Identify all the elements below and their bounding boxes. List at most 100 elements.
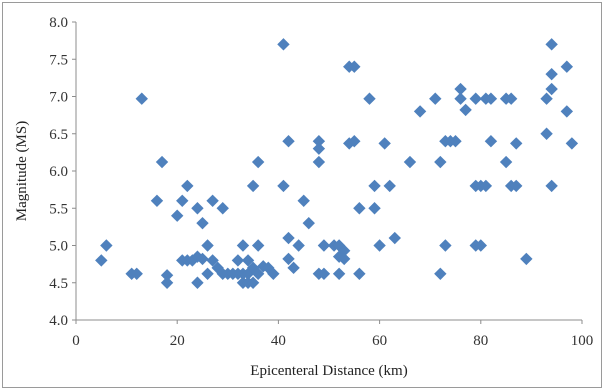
x-axis-label: Epicenteral Distance (km) xyxy=(250,363,407,379)
x-tick-label: 0 xyxy=(72,333,80,349)
data-point xyxy=(251,155,265,169)
data-point xyxy=(378,137,391,150)
y-tick-label: 7.5 xyxy=(49,52,68,68)
data-point xyxy=(282,252,295,266)
data-point xyxy=(277,38,290,51)
data-point xyxy=(368,202,381,215)
data-point xyxy=(236,239,250,252)
data-point xyxy=(191,202,204,215)
data-point xyxy=(246,276,260,289)
data-point xyxy=(297,194,310,207)
data-point xyxy=(206,254,219,267)
data-point xyxy=(191,276,204,289)
chart-frame xyxy=(2,2,602,388)
data-point xyxy=(246,179,260,193)
data-point xyxy=(292,239,305,252)
y-tick-label: 4.5 xyxy=(49,276,68,292)
x-tick-label: 40 xyxy=(271,333,286,349)
data-point xyxy=(312,142,326,155)
data-point xyxy=(413,105,427,118)
data-point xyxy=(499,155,513,169)
data-point xyxy=(388,231,401,245)
data-point xyxy=(216,202,229,215)
data-point xyxy=(368,179,381,193)
data-point xyxy=(312,155,326,169)
data-point xyxy=(267,267,280,281)
data-point xyxy=(160,276,174,289)
data-point xyxy=(332,267,346,281)
data-point xyxy=(353,202,366,215)
x-tick-label: 60 xyxy=(372,333,387,349)
data-point xyxy=(545,82,558,96)
data-point xyxy=(353,267,366,281)
data-point xyxy=(312,135,326,148)
data-point xyxy=(474,239,487,252)
data-point xyxy=(201,267,214,281)
data-point xyxy=(540,92,553,105)
y-tick-label: 6.5 xyxy=(49,127,68,143)
data-point xyxy=(337,252,351,266)
data-point xyxy=(155,155,169,169)
y-axis-label: Magnitude (MS) xyxy=(14,121,30,221)
data-point xyxy=(479,179,493,193)
data-point xyxy=(565,137,579,150)
data-point xyxy=(277,179,290,193)
data-point xyxy=(348,135,361,148)
data-point xyxy=(251,239,265,252)
data-point xyxy=(560,60,574,73)
data-point xyxy=(171,209,184,222)
data-point xyxy=(434,267,447,281)
tick-labels: 4.0 4.5 5.0 5.5 6.0 6.5 7.0 7.5 8.0 0 20 40 60 80 100 xyxy=(49,15,593,349)
data-point xyxy=(282,231,295,245)
data-point xyxy=(206,194,219,207)
data-point xyxy=(181,179,194,193)
data-point xyxy=(545,179,558,193)
data-point xyxy=(484,135,498,148)
data-point xyxy=(434,155,447,169)
data-point xyxy=(383,179,396,193)
y-tick-label: 4.0 xyxy=(49,313,68,329)
data-point xyxy=(510,137,523,150)
x-tick-label: 80 xyxy=(473,333,488,349)
data-point xyxy=(201,239,214,252)
data-point xyxy=(504,92,518,105)
data-point xyxy=(343,137,356,150)
data-point xyxy=(191,250,204,263)
x-tick-label: 20 xyxy=(170,333,185,349)
data-point xyxy=(337,244,351,257)
data-point xyxy=(454,92,467,105)
data-point xyxy=(403,155,417,169)
data-point xyxy=(332,239,346,252)
data-point xyxy=(95,254,108,267)
y-tick-label: 8.0 xyxy=(49,15,68,31)
data-point xyxy=(363,92,376,105)
data-point xyxy=(317,239,331,252)
y-tick-label: 5.0 xyxy=(49,239,68,255)
data-point xyxy=(241,254,255,267)
data-point xyxy=(251,267,265,281)
data-point xyxy=(287,261,300,275)
data-points xyxy=(95,38,579,289)
data-point xyxy=(100,239,113,252)
data-point xyxy=(176,194,189,207)
data-point xyxy=(439,239,452,252)
data-point xyxy=(459,103,472,117)
data-point xyxy=(454,82,467,96)
data-point xyxy=(135,92,148,105)
data-point xyxy=(317,267,331,281)
data-point xyxy=(484,92,498,105)
data-point xyxy=(130,267,143,281)
data-point xyxy=(510,179,523,193)
y-tick-label: 5.5 xyxy=(49,201,68,217)
y-tick-label: 7.0 xyxy=(49,90,68,106)
data-point xyxy=(231,254,245,267)
data-point xyxy=(160,269,174,282)
axes xyxy=(72,21,583,324)
y-tick-label: 6.0 xyxy=(49,164,68,180)
data-point xyxy=(196,252,209,266)
data-point xyxy=(545,38,558,51)
data-point xyxy=(469,92,482,105)
data-point xyxy=(540,127,553,140)
data-point xyxy=(302,216,315,230)
